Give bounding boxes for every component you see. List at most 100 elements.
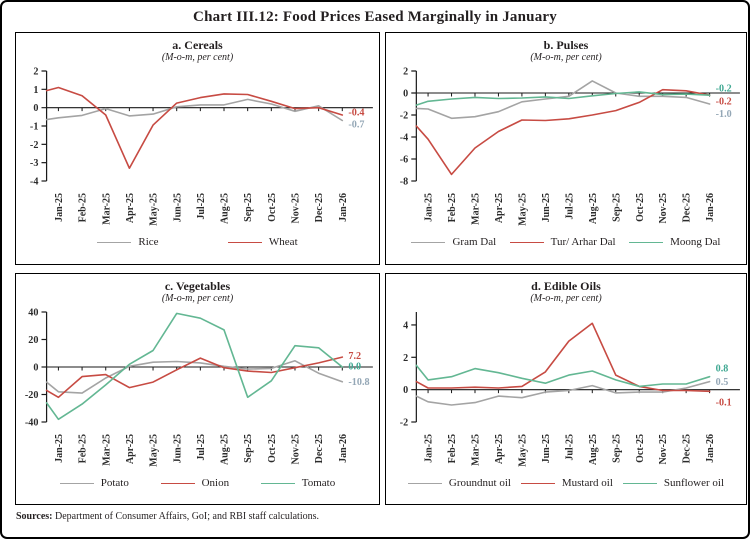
end-value-label: -0.4	[348, 108, 364, 119]
x-month-label: Sep-25	[611, 193, 622, 222]
vegetables-legend: Potato Onion Tomato	[16, 477, 379, 489]
x-month-label: Aug-25	[588, 193, 599, 224]
y-tick-label: 0	[33, 363, 38, 374]
panel-subtitle: (M-o-m, per cent)	[530, 293, 602, 304]
legend-label: Tur/ Arhar Dal	[550, 236, 616, 248]
x-month-label: Oct-25	[267, 193, 278, 222]
y-tick-label: 1	[33, 85, 38, 96]
y-tick-label: -3	[30, 158, 38, 169]
x-month-label: Dec-25	[314, 193, 325, 222]
x-month-label: Apr-25	[125, 434, 136, 464]
end-value-label: -10.8	[348, 377, 369, 388]
y-tick-label: 4	[403, 320, 408, 331]
x-month-label: Nov-25	[658, 434, 669, 465]
legend-label: Sunflower oil	[663, 477, 725, 489]
x-month-label: Apr-25	[494, 434, 505, 464]
legend-line-swatch	[97, 241, 132, 243]
x-month-label: Jan-25	[54, 434, 65, 463]
pulses-legend: Gram Dal Tur/ Arhar Dal Moong Dal	[386, 236, 746, 248]
series-line-mustard-oil	[415, 322, 711, 393]
legend-line-swatch	[407, 482, 442, 484]
panel-vegetables: c. Vegetables (M-o-m, per cent) 40 20 0 -20…	[15, 273, 380, 505]
y-tick-label: -2	[400, 418, 408, 429]
x-month-label: Aug-25	[588, 434, 599, 465]
x-month-label: Jul-25	[196, 193, 207, 220]
y-tick-label: -2	[400, 111, 408, 122]
x-month-label: Mar-25	[470, 193, 481, 225]
series-line-rice	[45, 98, 344, 122]
x-month-label: Apr-25	[494, 193, 505, 223]
legend-line-swatch	[629, 241, 664, 243]
legend-line-swatch	[260, 482, 295, 484]
legend-label: Gram Dal	[452, 236, 497, 248]
legend-item-rice: Rice	[97, 236, 159, 248]
panel-title: b. Pulses	[543, 38, 589, 52]
panel-title: a. Cereals	[172, 38, 223, 52]
x-month-label: Mar-25	[101, 193, 112, 225]
x-month-label: Oct-25	[635, 434, 646, 463]
x-month-label: Sep-25	[243, 434, 254, 463]
y-tick-label: 20	[28, 335, 38, 346]
end-value-label: 7.2	[348, 351, 361, 362]
legend-item-moong-dal: Moong Dal	[629, 236, 721, 248]
legend-label: Groundnut oil	[448, 477, 511, 489]
legend-item-wheat: Wheat	[227, 236, 298, 248]
x-month-label: Jan-25	[424, 193, 435, 222]
y-tick-label: 0	[33, 103, 38, 114]
x-month-label: Feb-25	[78, 434, 89, 463]
legend-label: Wheat	[268, 236, 298, 248]
end-value-label: -0.7	[348, 120, 364, 131]
series-line-gram-dal	[415, 80, 711, 120]
y-tick-label: -6	[400, 155, 408, 166]
end-value-label: 0.8	[716, 363, 729, 374]
x-month-label: Jul-25	[564, 193, 575, 220]
panel-title: d. Edible Oils	[531, 279, 601, 293]
legend-line-swatch	[227, 241, 262, 243]
sources-text: Department of Consumer Affairs, GoI; and…	[52, 511, 319, 522]
y-tick-label: -2	[30, 140, 38, 151]
cereals-line-chart: 2 1 0 -1 -2 -3 -4 Jan-25 Feb-25 Mar-25 Apr-25 May-2…	[30, 67, 373, 226]
legend-item-tomato: Tomato	[260, 477, 336, 489]
panel-pulses: b. Pulses (M-o-m, per cent) 2 0 -2 -4 -6 -8 Ja…	[385, 32, 747, 265]
legend-line-swatch	[622, 482, 657, 484]
x-month-label: Nov-25	[658, 193, 669, 224]
x-month-label: Mar-25	[101, 434, 112, 466]
x-month-label: May-25	[149, 434, 160, 467]
x-month-label: Jun-25	[541, 193, 552, 222]
legend-item-mustard-oil: Mustard oil	[520, 477, 613, 489]
y-tick-label: -20	[25, 390, 39, 401]
x-month-label: Nov-25	[290, 193, 301, 223]
x-month-label: Jan-26	[338, 434, 349, 463]
y-tick-label: -1	[30, 122, 38, 133]
x-month-label: Sep-25	[243, 193, 254, 222]
x-month-label: Aug-25	[220, 193, 231, 224]
legend-label: Mustard oil	[561, 477, 613, 489]
x-month-label: May-25	[517, 193, 528, 226]
legend-label: Tomato	[301, 477, 336, 489]
panel-edible-oils: d. Edible Oils (M-o-m, per cent) 4 2 0 -2 Ja…	[385, 273, 747, 505]
legend-line-swatch	[411, 241, 446, 243]
x-month-label: Oct-25	[267, 434, 278, 463]
x-month-label: Oct-25	[635, 193, 646, 222]
legend-item-gram-dal: Gram Dal	[411, 236, 496, 248]
x-month-label: Dec-25	[682, 193, 693, 222]
end-value-label: -0.2	[716, 97, 732, 108]
series-line-sunflower-oil	[415, 364, 711, 388]
x-month-label: Jul-25	[196, 434, 207, 461]
series-line-tomato	[45, 312, 344, 421]
y-tick-label: 2	[403, 353, 408, 364]
x-month-label: Jun-25	[172, 434, 183, 463]
x-month-label: Jul-25	[564, 434, 575, 461]
x-month-label: Feb-25	[78, 193, 89, 222]
panel-title: c. Vegetables	[164, 279, 231, 293]
x-month-label: Dec-25	[314, 434, 325, 463]
series-line-onion	[45, 356, 344, 399]
y-tick-label: 40	[28, 308, 38, 319]
legend-item-tur-arhar-dal: Tur/ Arhar Dal	[509, 236, 616, 248]
series-line-moong-dal	[415, 91, 711, 106]
end-value-label: 0.5	[716, 377, 729, 388]
y-tick-label: -40	[25, 418, 39, 429]
panel-subtitle: (M-o-m, per cent)	[161, 293, 234, 304]
edible-oils-line-chart: 4 2 0 -2 Jan-25 Feb-25 Mar-25 Apr-25 May-25 Jun-2…	[400, 312, 740, 467]
